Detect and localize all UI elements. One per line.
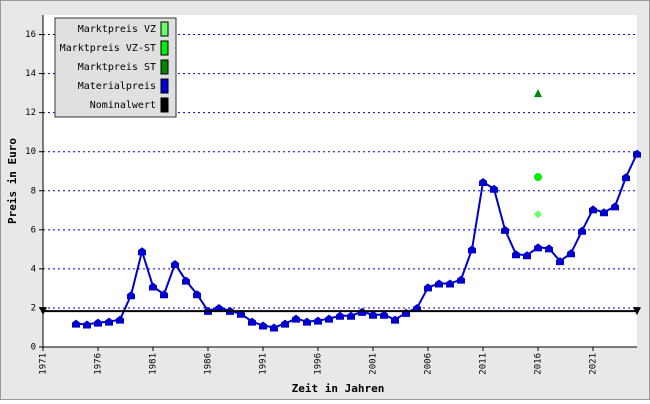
series-line	[75, 153, 638, 329]
data-point	[534, 243, 542, 252]
data-point	[446, 279, 454, 288]
data-point	[171, 260, 179, 268]
data-point	[534, 173, 542, 182]
data-point	[270, 323, 278, 332]
y-tick-label: 0	[31, 343, 36, 353]
data-point	[83, 320, 91, 329]
x-axis-label: Zeit in Jahren	[292, 382, 385, 395]
data-point	[600, 208, 608, 217]
data-point	[611, 202, 619, 211]
data-point	[534, 210, 542, 219]
data-point	[259, 321, 267, 330]
x-tick-label: 2011	[479, 353, 489, 375]
data-point	[182, 276, 190, 285]
data-point	[468, 245, 476, 254]
data-point	[435, 279, 443, 288]
x-tick-label: 1991	[259, 353, 269, 375]
data-point	[369, 310, 377, 319]
legend-swatch	[160, 40, 169, 56]
legend-label: Marktpreis VZ-ST	[60, 43, 156, 54]
legend-swatch	[160, 97, 169, 113]
data-point	[633, 307, 641, 316]
data-point	[490, 184, 498, 193]
legend-box	[54, 17, 177, 118]
y-tick-label: 4	[31, 264, 36, 274]
data-point	[545, 244, 553, 253]
x-tick-label: 1971	[39, 353, 49, 375]
data-point	[215, 303, 223, 312]
x-tick-label: 1976	[94, 353, 104, 375]
data-point	[303, 317, 311, 326]
data-point	[160, 290, 168, 299]
data-point	[127, 291, 135, 300]
data-point	[116, 315, 124, 324]
legend-label: Marktpreis VZ	[78, 24, 156, 35]
data-point	[193, 290, 201, 299]
data-point	[72, 319, 80, 328]
data-point	[380, 310, 388, 319]
data-point	[501, 225, 509, 234]
x-tick-label: 2016	[534, 353, 544, 375]
legend-swatch	[160, 21, 169, 37]
y-axis-label: Preis in Euro	[6, 138, 19, 224]
data-point	[523, 251, 531, 260]
data-point	[314, 316, 322, 325]
data-point	[578, 226, 586, 235]
x-tick-label: 2006	[424, 353, 434, 375]
legend-swatch	[160, 59, 169, 75]
data-point	[512, 250, 520, 259]
x-tick-label: 1996	[314, 353, 324, 375]
data-point	[347, 311, 355, 320]
data-point	[292, 314, 300, 323]
data-point	[248, 317, 256, 326]
data-point	[138, 247, 146, 256]
data-point	[479, 177, 487, 186]
y-tick-label: 10	[25, 147, 36, 157]
data-point	[105, 317, 113, 326]
data-point	[567, 249, 575, 258]
y-tick-label: 2	[31, 303, 36, 313]
y-tick-label: 6	[31, 225, 36, 235]
data-point	[391, 315, 399, 324]
data-point	[39, 307, 47, 316]
y-tick-label: 8	[31, 186, 36, 196]
legend-label: Marktpreis ST	[78, 62, 156, 73]
data-point	[149, 282, 157, 291]
legend-swatch	[160, 78, 169, 94]
data-point	[94, 318, 102, 327]
data-point	[413, 303, 421, 312]
y-tick-label: 16	[25, 30, 36, 40]
data-point	[556, 257, 564, 266]
x-tick-label: 2021	[589, 353, 599, 375]
data-point	[336, 311, 344, 320]
data-point	[633, 149, 641, 158]
legend-label: Materialpreis	[78, 81, 156, 92]
data-point	[424, 283, 432, 292]
y-tick-label: 14	[25, 69, 36, 79]
y-tick-label: 12	[25, 108, 36, 118]
data-point	[457, 275, 465, 284]
x-tick-label: 1981	[149, 353, 159, 375]
x-tick-label: 1986	[204, 353, 214, 375]
data-point	[325, 314, 333, 323]
data-point	[534, 89, 542, 98]
data-point	[622, 173, 630, 182]
legend-label: Nominalwert	[90, 100, 156, 111]
data-point	[589, 205, 597, 214]
data-point	[281, 319, 289, 328]
x-tick-label: 2001	[369, 353, 379, 375]
